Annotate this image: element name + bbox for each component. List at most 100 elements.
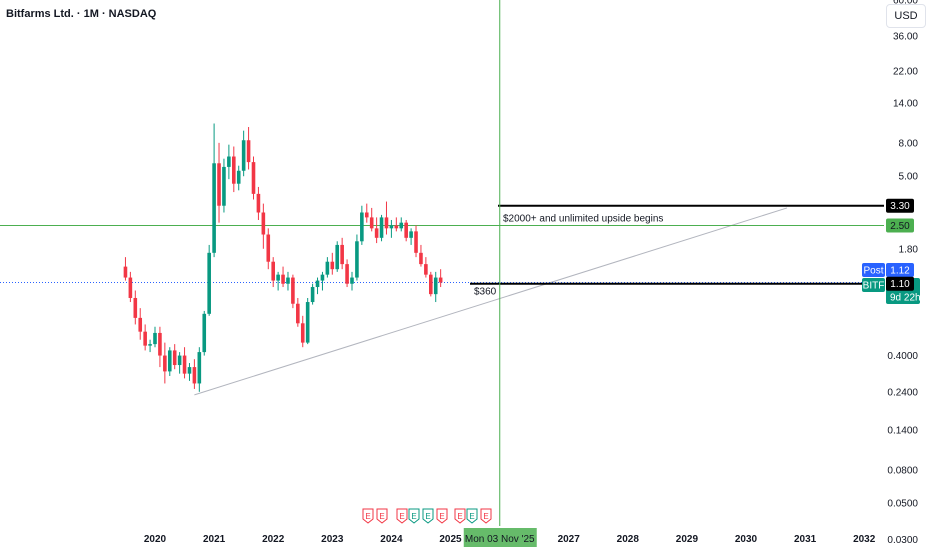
candle-body bbox=[271, 261, 275, 281]
candle-body bbox=[310, 287, 315, 303]
y-tick-label: 5.00 bbox=[899, 172, 919, 183]
earnings-event-label: E bbox=[425, 512, 430, 521]
earnings-event-icon[interactable] bbox=[362, 508, 374, 524]
candle-body bbox=[133, 297, 138, 318]
candle-body bbox=[360, 212, 364, 242]
candle-body bbox=[241, 140, 246, 171]
candle-body bbox=[276, 274, 280, 281]
candle-body bbox=[429, 274, 433, 295]
earnings-event-label: E bbox=[439, 512, 444, 521]
candle-body bbox=[266, 234, 271, 262]
earnings-event-icon[interactable] bbox=[422, 508, 434, 524]
y-tick-label: 0.2400 bbox=[887, 387, 918, 398]
x-tick-label: 2022 bbox=[262, 534, 285, 545]
candle-body bbox=[202, 313, 207, 353]
candle-body bbox=[158, 332, 162, 356]
candle-body bbox=[300, 323, 305, 343]
candle-body bbox=[399, 222, 404, 229]
candle-body bbox=[424, 264, 428, 275]
candle-body bbox=[163, 355, 167, 372]
currency-button[interactable]: USD bbox=[886, 4, 926, 28]
candle-body bbox=[251, 162, 256, 194]
candle-body bbox=[227, 156, 231, 167]
candle-body bbox=[374, 228, 379, 238]
candle-body bbox=[192, 367, 197, 384]
candle-body bbox=[182, 355, 187, 374]
candle-body bbox=[325, 261, 330, 275]
candle-body bbox=[167, 350, 172, 372]
symbol-label-box bbox=[862, 278, 885, 292]
candle-body bbox=[414, 231, 418, 253]
earnings-event-label: E bbox=[469, 512, 474, 521]
x-tick-label: 2030 bbox=[735, 534, 758, 545]
candle-body bbox=[296, 303, 300, 324]
candle-body bbox=[404, 222, 408, 238]
bar-countdown: 9d 22h bbox=[890, 293, 921, 304]
candle-body bbox=[291, 277, 295, 304]
earnings-event-icon[interactable] bbox=[396, 508, 408, 524]
x-tick-label: 2023 bbox=[321, 534, 344, 545]
candle-body bbox=[330, 261, 335, 270]
candle-body bbox=[384, 217, 389, 229]
annotation-upside-text: $2000+ and unlimited upside begins bbox=[503, 213, 663, 224]
candle-body bbox=[177, 355, 182, 366]
earnings-event-icon[interactable] bbox=[376, 508, 388, 524]
y-tick-label: 0.1400 bbox=[887, 426, 918, 437]
tag-value-250: 2.50 bbox=[890, 221, 910, 232]
y-tick-label: 60.00 bbox=[893, 0, 918, 6]
tag-value-330: 3.30 bbox=[890, 201, 910, 212]
x-tick-label: 2029 bbox=[676, 534, 699, 545]
candle-body bbox=[364, 212, 369, 218]
candle-body bbox=[143, 331, 147, 346]
y-tick-label: 14.00 bbox=[893, 99, 918, 110]
candle-body bbox=[345, 264, 349, 284]
candle-body bbox=[340, 244, 344, 265]
candle-body bbox=[246, 140, 251, 163]
support-trendline bbox=[194, 207, 788, 396]
candle-body bbox=[394, 225, 399, 229]
crosshair-date-label: Mon 03 Nov '25 bbox=[465, 534, 535, 545]
crosshair-date-box bbox=[463, 528, 537, 547]
earnings-event-icon[interactable] bbox=[480, 508, 492, 524]
post-value: 1.12 bbox=[890, 266, 910, 277]
candle-body bbox=[305, 302, 310, 343]
y-tick-label: 22.00 bbox=[893, 67, 918, 78]
earnings-event-label: E bbox=[365, 512, 370, 521]
chart-title: Bitfarms Ltd. · 1M · NASDAQ bbox=[6, 8, 157, 20]
earnings-event-icon[interactable] bbox=[436, 508, 448, 524]
earnings-event-label: E bbox=[483, 512, 488, 521]
x-tick-label: 2020 bbox=[144, 534, 167, 545]
candle-body bbox=[320, 274, 325, 281]
candle-body bbox=[315, 280, 320, 288]
y-tick-label: 0.0500 bbox=[887, 499, 918, 510]
x-tick-label: 2031 bbox=[794, 534, 817, 545]
candle-body bbox=[350, 277, 354, 284]
candle-body bbox=[369, 217, 374, 229]
earnings-event-icon[interactable] bbox=[454, 508, 466, 524]
y-tick-label: 0.4000 bbox=[887, 351, 918, 362]
x-tick-label: 2032 bbox=[853, 534, 876, 545]
candle-body bbox=[123, 266, 128, 278]
symbol-label: BITF bbox=[863, 281, 885, 292]
y-tick-label: 0.0300 bbox=[887, 535, 918, 546]
x-tick-label: 2021 bbox=[203, 534, 226, 545]
earnings-event-icon[interactable] bbox=[466, 508, 478, 524]
candle-body bbox=[389, 225, 394, 229]
tag-box-330 bbox=[886, 198, 914, 213]
candle-body bbox=[153, 332, 157, 345]
candle-body bbox=[187, 367, 192, 374]
candle-body bbox=[232, 156, 236, 184]
post-value-box bbox=[886, 263, 914, 277]
earnings-event-icon[interactable] bbox=[408, 508, 420, 524]
candle-body bbox=[128, 277, 133, 298]
candle-body bbox=[212, 163, 216, 253]
candle-body bbox=[256, 193, 261, 213]
candle-body bbox=[286, 277, 290, 284]
earnings-event-label: E bbox=[411, 512, 416, 521]
y-tick-label: 0.0800 bbox=[887, 465, 918, 476]
post-label: Post bbox=[863, 266, 883, 277]
candle-body bbox=[138, 317, 143, 332]
candle-body bbox=[379, 217, 384, 238]
candle-body bbox=[419, 252, 423, 265]
